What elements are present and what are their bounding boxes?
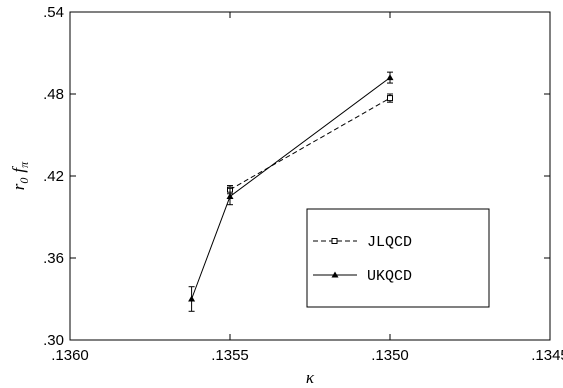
point-ukqcd bbox=[188, 295, 196, 302]
y-tick-label: .36 bbox=[43, 250, 64, 267]
x-tick-label: .1360 bbox=[51, 347, 89, 364]
x-tick-label: .1345 bbox=[531, 347, 563, 364]
x-axis-label: κ bbox=[306, 368, 315, 387]
legend-box bbox=[306, 208, 490, 308]
legend-label-ukqcd: UKQCD bbox=[367, 268, 412, 285]
legend-marker-jlqcd bbox=[331, 238, 338, 244]
x-tick-label: .1350 bbox=[371, 347, 409, 364]
y-tick-label: .30 bbox=[43, 332, 64, 349]
point-ukqcd bbox=[386, 74, 394, 81]
legend: JLQCD UKQCD bbox=[306, 208, 490, 308]
x-tick-label: .1355 bbox=[211, 347, 249, 364]
y-axis-label: r0 fπ bbox=[9, 161, 31, 190]
series-line-jlqcd bbox=[229, 97, 391, 191]
point-ukqcd bbox=[226, 193, 234, 199]
y-label-r-sub: 0 bbox=[17, 178, 31, 184]
legend-marker-ukqcd bbox=[331, 271, 339, 278]
y-tick-label: .54 bbox=[43, 4, 64, 21]
y-label-r: r bbox=[9, 183, 28, 190]
y-tick-label: .48 bbox=[43, 86, 64, 103]
y-label-f: f bbox=[9, 166, 28, 173]
point-jlqcd bbox=[387, 95, 393, 102]
y-label-f-sub: π bbox=[17, 161, 31, 168]
y-tick-label: .42 bbox=[43, 168, 64, 185]
legend-label-jlqcd: JLQCD bbox=[367, 234, 412, 251]
